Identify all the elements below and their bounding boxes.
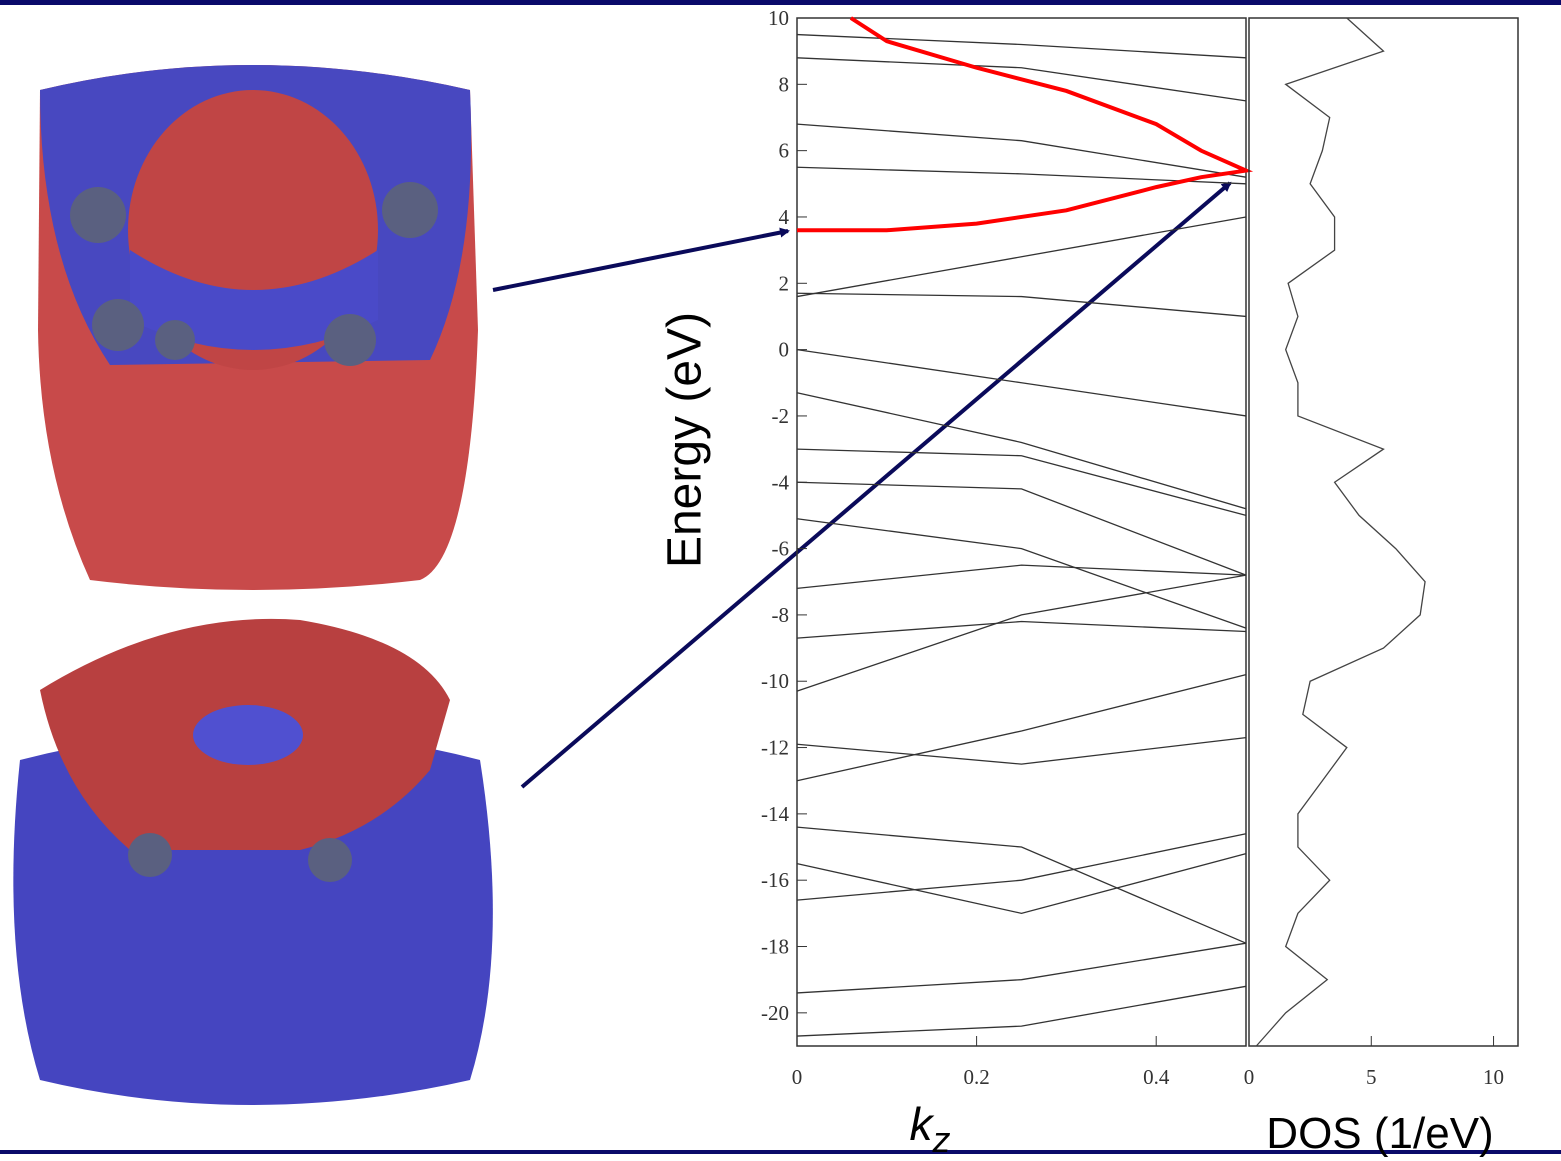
x-axis-label-main: k [910, 1098, 935, 1150]
isosurface-upper [38, 65, 478, 590]
dos-curve [1255, 17, 1426, 1047]
y-tick-label: -20 [761, 1001, 789, 1025]
x-axis-label: kz [910, 1098, 951, 1160]
band [796, 833, 1247, 901]
band [796, 448, 1247, 517]
dos-axis-label: DOS (1/eV) [1266, 1109, 1493, 1158]
band [796, 853, 1247, 915]
y-tick-label: 2 [779, 271, 790, 295]
bottom-rule [0, 1150, 1561, 1154]
band [796, 216, 1247, 298]
band [796, 942, 1247, 994]
y-tick-label: -12 [761, 736, 789, 760]
band [796, 57, 1247, 102]
band [796, 33, 1247, 59]
band [796, 166, 1247, 185]
band [796, 673, 1247, 782]
y-tick-label: -6 [772, 537, 790, 561]
band [796, 985, 1247, 1037]
highlighted-band [797, 16, 1254, 233]
band [796, 620, 1247, 639]
y-tick-label: -18 [761, 935, 789, 959]
x-tick-label: 0 [1244, 1065, 1255, 1089]
isosurface-lower [13, 618, 493, 1105]
band [796, 736, 1247, 765]
x-axis-label-sub: z [932, 1119, 951, 1160]
y-tick-label: 10 [768, 6, 789, 30]
band [796, 392, 1247, 510]
plot-frame [796, 17, 1247, 1047]
band [796, 348, 1247, 417]
y-tick-label: 6 [779, 139, 790, 163]
x-tick-label: 0.4 [1143, 1065, 1170, 1089]
band [796, 564, 1247, 590]
x-tick-label: 10 [1483, 1065, 1504, 1089]
x-tick-label: 0 [792, 1065, 803, 1089]
x-tick-label: 0.2 [963, 1065, 989, 1089]
band [796, 574, 1247, 692]
band [796, 292, 1247, 318]
y-tick-label: -10 [761, 669, 789, 693]
band [796, 481, 1247, 576]
y-tick-label: -16 [761, 868, 789, 892]
y-tick-label: -2 [772, 404, 790, 428]
y-axis-label: Energy (eV) [659, 312, 712, 568]
plot-frame [1248, 17, 1519, 1047]
band [796, 123, 1247, 178]
band [796, 518, 1247, 629]
arrow [492, 227, 790, 292]
y-tick-label: 8 [779, 72, 790, 96]
band [796, 826, 1247, 944]
x-tick-label: 5 [1366, 1065, 1377, 1089]
y-tick-label: 0 [779, 338, 790, 362]
y-tick-label: -8 [772, 603, 790, 627]
top-rule [0, 0, 1561, 5]
y-tick-label: 4 [779, 205, 790, 229]
y-tick-label: -14 [761, 802, 789, 826]
y-tick-label: -4 [772, 470, 790, 494]
